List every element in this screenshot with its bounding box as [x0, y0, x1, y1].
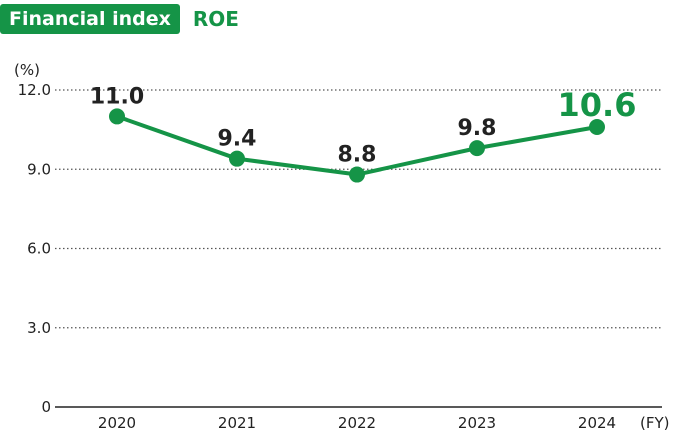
x-tick-label: 2023 — [458, 414, 496, 432]
data-point — [469, 140, 485, 157]
data-point — [349, 166, 365, 183]
financial-index-badge: Financial index — [0, 4, 180, 34]
x-tick-label: 2024 — [578, 414, 616, 432]
data-point — [589, 118, 605, 135]
data-label: 9.4 — [218, 127, 257, 152]
grid-layer — [55, 89, 662, 329]
x-tick-label: 2022 — [338, 414, 376, 432]
data-label: 8.8 — [338, 143, 377, 168]
y-tick-label: 9.0 — [27, 160, 51, 178]
label-layer: 11.0 9.4 8.8 9.8 10.6 — [90, 84, 637, 167]
data-point — [229, 150, 245, 167]
x-tick-label: 2020 — [98, 414, 136, 432]
y-tick-label: 3.0 — [27, 319, 51, 337]
chart-header: Financial index ROE — [0, 4, 239, 34]
x-tick-label: 2021 — [218, 414, 256, 432]
y-tick-label: 12.0 — [18, 81, 51, 99]
chart-title: ROE — [192, 7, 239, 31]
axis-layer: 0 3.0 6.0 9.0 12.0 (%) 2020 2021 2022 2023 2024 (FY… — [14, 61, 670, 432]
data-label: 10.6 — [558, 86, 637, 124]
data-point — [109, 108, 125, 125]
y-tick-label: 0 — [41, 398, 51, 416]
data-label: 9.8 — [458, 116, 497, 141]
y-tick-label: 6.0 — [27, 240, 51, 258]
series-layer — [109, 108, 605, 183]
data-label: 11.0 — [90, 84, 144, 109]
x-axis-unit-label: (FY) — [640, 414, 670, 432]
y-axis-unit-label: (%) — [14, 61, 40, 79]
